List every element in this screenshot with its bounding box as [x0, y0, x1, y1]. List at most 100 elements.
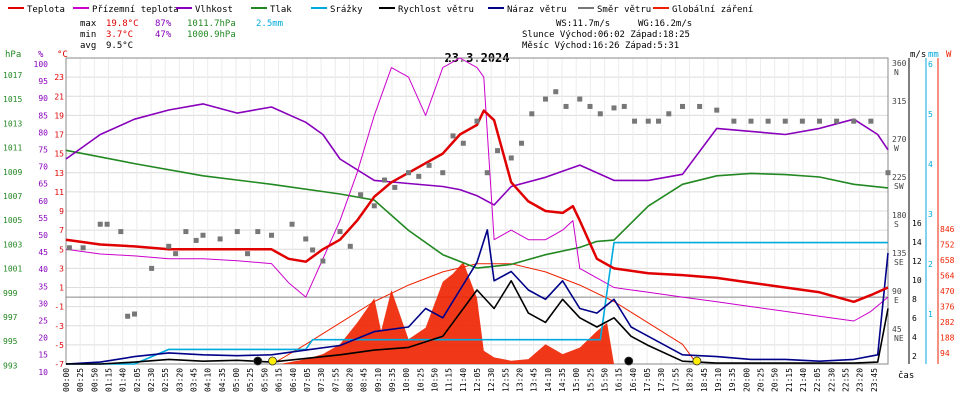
axis-radiation-tick: 658 — [940, 256, 955, 265]
axis-direction-tick: 270 — [892, 135, 907, 144]
wind-direction-point-55 — [731, 118, 737, 124]
wind-direction-point-34 — [474, 118, 480, 124]
wind-direction-point-19 — [303, 236, 309, 242]
axis-temperature-tick: -5 — [54, 341, 64, 350]
axis-humidity-tick: 40 — [38, 265, 48, 274]
axis-humidity-tick: 35 — [38, 282, 48, 291]
wind-direction-point-15 — [245, 251, 251, 257]
axis-temperature-tick: 17 — [54, 131, 64, 140]
stats-text-4: 2.5mm — [256, 19, 283, 29]
x-tick-21: 08:45 — [360, 368, 369, 392]
x-tick-16: 06:40 — [289, 368, 298, 392]
axis-direction-tick: 135 — [892, 249, 907, 258]
axis-rain-tick: 3 — [928, 210, 933, 219]
x-tick-6: 02:30 — [147, 368, 156, 392]
wind-direction-point-44 — [587, 103, 593, 109]
series-line-8 — [272, 263, 698, 365]
axis-direction-cardinal: NE — [894, 334, 904, 343]
axis-humidity-tick: 70 — [38, 163, 48, 172]
wind-direction-point-13 — [217, 236, 223, 242]
wind-direction-point-64 — [885, 170, 891, 176]
axis-temperature-tick: 3 — [59, 264, 64, 273]
axis-temperature-tick: 1 — [59, 284, 64, 293]
axis-rain-tick: 2 — [928, 260, 933, 269]
x-axis-label: čas — [898, 370, 914, 381]
series-line-6 — [65, 229, 889, 365]
wind-direction-point-2 — [97, 221, 103, 227]
wind-direction-point-52 — [680, 103, 685, 109]
wind-direction-point-59 — [799, 118, 805, 124]
legend-label-4: Srážky — [330, 5, 363, 15]
axis-direction-cardinal: N — [894, 68, 899, 77]
axis-temperature-tick: 21 — [54, 92, 64, 101]
axis-rain-tick: 1 — [928, 310, 933, 319]
x-tick-49: 20:25 — [756, 368, 765, 392]
wind-direction-point-63 — [868, 118, 874, 124]
axis-wind-tick: 10 — [912, 276, 922, 285]
axis-pressure-tick: 1017 — [3, 71, 22, 80]
x-tick-18: 07:30 — [317, 368, 326, 392]
wind-direction-point-24 — [358, 192, 364, 198]
axis-wind-label: m/s — [910, 50, 926, 60]
stats-text-0: max — [80, 19, 97, 29]
x-tick-10: 04:10 — [204, 368, 213, 392]
axis-humidity-tick: 75 — [38, 146, 48, 155]
wind-direction-point-41 — [553, 89, 559, 95]
axis-temperature-tick: 19 — [54, 111, 64, 120]
x-tick-7: 02:55 — [161, 368, 170, 392]
wind-direction-point-51 — [666, 111, 672, 117]
x-tick-1: 00:25 — [76, 368, 85, 392]
axis-pressure-tick: 1011 — [3, 144, 22, 153]
x-tick-12: 05:00 — [232, 368, 241, 392]
axis-temperature-tick: 11 — [54, 188, 64, 197]
x-tick-8: 03:20 — [175, 368, 184, 392]
wind-direction-point-10 — [183, 229, 189, 235]
axis-pressure-tick: 995 — [3, 337, 18, 346]
axis-pressure-tick: 1007 — [3, 192, 22, 201]
stats-text-6: 3.7°C — [106, 30, 133, 40]
wind-direction-point-3 — [104, 221, 110, 227]
x-tick-46: 19:10 — [714, 368, 723, 392]
axis-rain-tick: 6 — [928, 60, 933, 69]
axis-humidity-tick: 10 — [38, 368, 48, 377]
axis-temperature-tick: 15 — [54, 150, 64, 159]
axis-pressure-tick: 1013 — [3, 119, 22, 128]
x-tick-55: 22:55 — [841, 368, 850, 392]
x-tick-26: 10:50 — [430, 368, 439, 392]
x-tick-5: 02:05 — [133, 368, 142, 392]
wind-direction-point-60 — [817, 118, 822, 124]
wind-direction-point-37 — [508, 155, 514, 161]
axis-radiation-tick: 282 — [940, 318, 955, 327]
axis-temperature-tick: -1 — [54, 303, 64, 312]
axis-humidity-tick: 45 — [38, 248, 48, 257]
wind-direction-point-16 — [255, 229, 261, 235]
axis-wind-tick: 12 — [912, 257, 922, 266]
axis-pressure-tick: 1009 — [3, 168, 22, 177]
x-tick-34: 14:10 — [544, 368, 553, 392]
stats-text-1: 19.8°C — [106, 19, 139, 29]
axis-humidity-tick: 60 — [38, 197, 48, 206]
axis-temperature-tick: -7 — [54, 360, 64, 369]
axis-humidity-label: % — [38, 50, 44, 60]
x-tick-19: 07:55 — [331, 368, 340, 392]
axis-pressure-tick: 1005 — [3, 216, 22, 225]
legend-label-6: Náraz větru — [507, 5, 567, 15]
legend-label-5: Rychlost větru — [398, 5, 474, 15]
x-tick-35: 14:35 — [558, 368, 567, 392]
x-tick-4: 01:40 — [119, 368, 128, 392]
x-tick-54: 22:30 — [827, 368, 836, 392]
axis-humidity-tick: 55 — [38, 214, 48, 223]
axis-radiation-tick: 188 — [940, 334, 955, 343]
stats-text-11: WS:11.7m/s — [556, 19, 610, 29]
x-tick-39: 16:15 — [615, 368, 624, 392]
wind-direction-point-47 — [621, 103, 627, 109]
axis-temperature-label: °C — [57, 50, 68, 60]
axis-direction-cardinal: E — [894, 296, 899, 305]
x-tick-33: 13:45 — [530, 368, 539, 392]
wind-direction-point-18 — [289, 221, 295, 227]
x-tick-25: 10:25 — [416, 368, 425, 392]
x-tick-13: 05:25 — [246, 368, 255, 392]
axis-direction-cardinal: SE — [894, 258, 904, 267]
axis-humidity-tick: 25 — [38, 317, 48, 326]
